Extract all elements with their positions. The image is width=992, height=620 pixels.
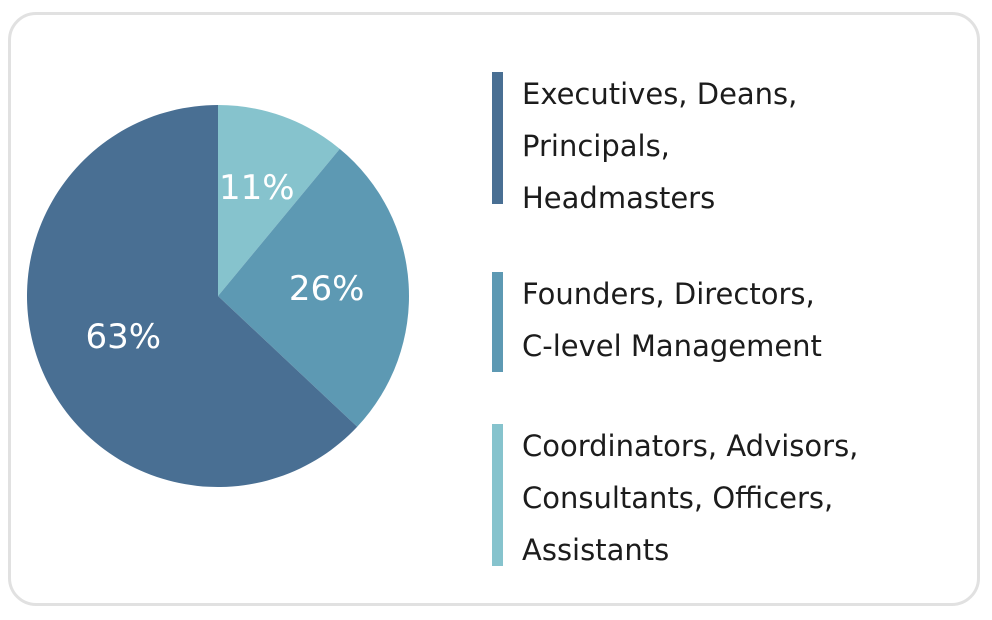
pie-slice xyxy=(218,105,340,296)
legend-swatch-founders xyxy=(492,272,503,372)
legend-swatch-executives xyxy=(492,72,503,204)
legend-label-line: Coordinators, Advisors, xyxy=(522,429,859,463)
legend: Executives, Deans, Principals, Headmaste… xyxy=(492,0,972,620)
legend-label-line: Headmasters xyxy=(522,181,716,215)
slice-label: 11% xyxy=(219,168,295,208)
legend-label-line: Founders, Directors, xyxy=(522,277,815,311)
slice-label: 63% xyxy=(86,317,162,357)
legend-label-line: C-level Management xyxy=(522,329,822,363)
pie-slice xyxy=(26,105,358,487)
legend-label-line: Executives, Deans, xyxy=(522,77,798,111)
legend-label-line: Consultants, Officers, xyxy=(522,481,834,515)
slice-label: 26% xyxy=(289,269,365,309)
legend-label-line: Assistants xyxy=(522,533,670,567)
legend-swatch-coordinators xyxy=(492,424,503,566)
legend-item-executives: Executives, Deans, Principals, Headmaste… xyxy=(492,68,962,228)
pie-slice xyxy=(218,148,409,427)
legend-item-founders: Founders, Directors, C-level Management xyxy=(492,268,962,378)
legend-label-line: Principals, xyxy=(522,129,670,163)
legend-item-coordinators: Coordinators, Advisors, Consultants, Off… xyxy=(492,420,962,580)
